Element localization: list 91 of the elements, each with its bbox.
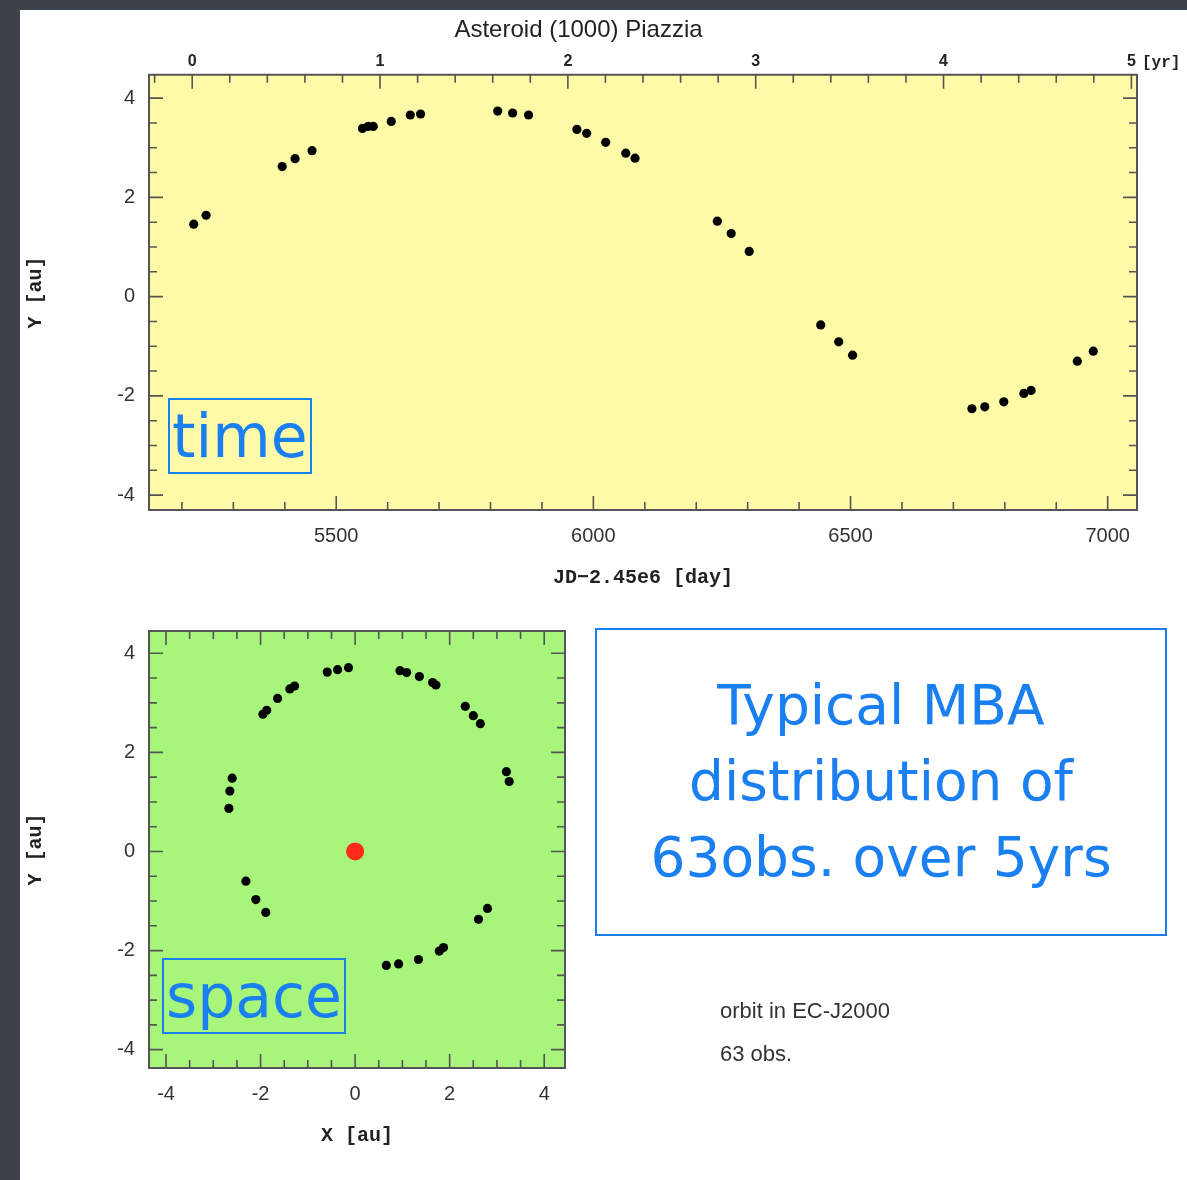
y-tick-label: -4 bbox=[117, 1037, 135, 1060]
point bbox=[582, 128, 592, 138]
point bbox=[343, 663, 354, 673]
y-tick-label: -2 bbox=[117, 383, 135, 406]
x-tick-label: -4 bbox=[157, 1081, 175, 1104]
point bbox=[405, 110, 415, 120]
point bbox=[261, 907, 271, 918]
point bbox=[290, 681, 300, 691]
point bbox=[1072, 356, 1082, 366]
point bbox=[434, 946, 444, 956]
x-tick-label: -2 bbox=[251, 1081, 270, 1104]
point bbox=[816, 320, 826, 330]
point bbox=[493, 106, 503, 116]
x2-tick-label: 4 bbox=[939, 51, 949, 69]
y-tick-label: 2 bbox=[123, 184, 135, 207]
point bbox=[251, 894, 261, 905]
point bbox=[322, 667, 332, 677]
point bbox=[834, 337, 844, 347]
point bbox=[381, 960, 391, 971]
point bbox=[482, 903, 493, 914]
point bbox=[523, 110, 534, 120]
x-axis-title: X [au] bbox=[320, 1124, 394, 1148]
point bbox=[333, 665, 343, 675]
y-tick-label: 4 bbox=[123, 85, 135, 108]
point bbox=[241, 876, 251, 886]
y-tick-label: 0 bbox=[123, 284, 135, 307]
y-tick-label: 4 bbox=[123, 640, 135, 663]
x-tick-label: 0 bbox=[349, 1081, 361, 1104]
y-tick-label: 0 bbox=[123, 839, 135, 861]
point bbox=[1088, 346, 1098, 356]
x-tick-label: 5500 bbox=[313, 523, 359, 546]
point bbox=[999, 397, 1009, 407]
point bbox=[980, 402, 990, 412]
point bbox=[262, 705, 272, 715]
x-tick-label: 4 bbox=[538, 1081, 550, 1104]
point bbox=[394, 959, 404, 969]
point bbox=[414, 671, 424, 682]
x-tick-label: 6000 bbox=[571, 523, 616, 546]
point bbox=[460, 701, 470, 711]
annotation: time bbox=[168, 398, 312, 474]
y-axis-title: Y [au] bbox=[24, 813, 48, 886]
x2-tick-label: 1 bbox=[375, 51, 385, 69]
point bbox=[189, 219, 199, 229]
point bbox=[621, 148, 631, 158]
point bbox=[415, 109, 426, 119]
y-axis-title: Y [au] bbox=[24, 256, 48, 329]
point bbox=[402, 668, 412, 678]
point bbox=[967, 404, 977, 414]
point bbox=[277, 162, 287, 172]
point bbox=[386, 116, 396, 127]
point bbox=[346, 842, 365, 861]
y-tick-label: 2 bbox=[123, 739, 135, 762]
point bbox=[468, 711, 478, 721]
y-tick-label: -4 bbox=[117, 482, 135, 505]
point bbox=[726, 229, 736, 239]
point bbox=[630, 153, 640, 163]
point bbox=[224, 803, 234, 813]
x2-axis-title: [yr] bbox=[1142, 53, 1181, 72]
x-axis-title: JD−2.45e6 [day] bbox=[552, 566, 734, 590]
x2-tick-label: 2 bbox=[563, 51, 573, 69]
text: Typical MBA distribution of 63obs. over 5yrs bbox=[649, 672, 1113, 891]
point bbox=[504, 777, 514, 787]
point bbox=[290, 154, 300, 164]
x-tick-label: 7000 bbox=[1085, 523, 1130, 546]
point bbox=[508, 108, 518, 118]
point bbox=[227, 773, 237, 783]
annotation: space bbox=[162, 958, 347, 1034]
x-tick-label: 2 bbox=[444, 1081, 456, 1104]
point bbox=[1026, 385, 1036, 396]
point bbox=[712, 216, 722, 226]
x2-tick-label: 0 bbox=[187, 51, 197, 69]
chart-title: Asteroid (1000) Piazzia bbox=[454, 15, 704, 43]
point bbox=[307, 146, 317, 156]
point bbox=[272, 693, 283, 703]
x2-tick-label: 3 bbox=[751, 51, 761, 69]
point bbox=[601, 137, 611, 147]
point bbox=[572, 124, 582, 134]
point bbox=[473, 914, 484, 924]
text: orbit in EC-J2000 bbox=[720, 998, 890, 1024]
point bbox=[201, 210, 211, 220]
point bbox=[225, 786, 235, 796]
y-tick-label: -2 bbox=[117, 938, 135, 961]
point bbox=[501, 767, 511, 777]
x2-tick-label: 5 bbox=[1126, 51, 1136, 69]
point bbox=[847, 350, 858, 360]
point bbox=[475, 719, 485, 729]
x-tick-label: 6500 bbox=[828, 523, 873, 546]
point bbox=[744, 246, 754, 257]
text: 63 obs. bbox=[720, 1041, 793, 1067]
point bbox=[1019, 388, 1029, 398]
point bbox=[413, 954, 424, 965]
